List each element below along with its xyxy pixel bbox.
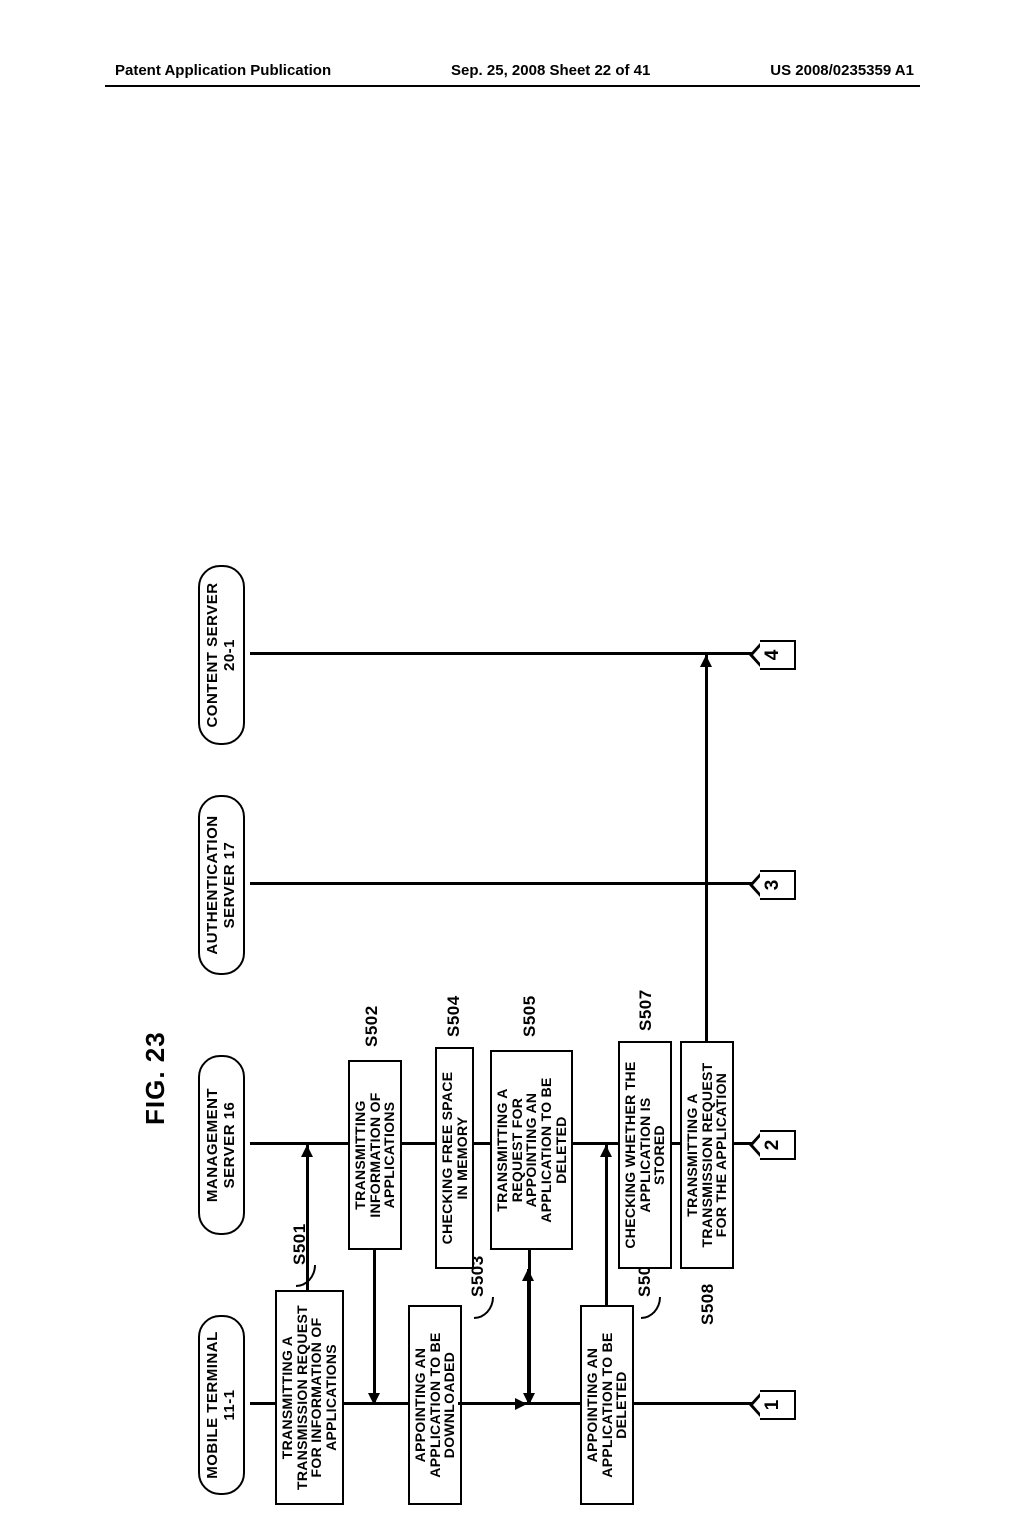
lifeline-content: [250, 653, 760, 656]
figure-label: FIG. 23: [140, 1031, 171, 1125]
lane-header-mgmt: MANAGEMENTSERVER 16: [198, 1055, 245, 1235]
continuation-4: 4: [760, 640, 796, 670]
arrow-S501: [306, 1145, 309, 1290]
lifeline-auth: [250, 883, 760, 886]
step-S505: TRANSMITTING AREQUEST FORAPPOINTING ANAP…: [490, 1050, 573, 1250]
step-label-S504: S504: [444, 995, 464, 1037]
step-label-S507: S507: [636, 989, 656, 1031]
arrow-S508: [705, 655, 708, 1041]
step-label-S508: S508: [698, 1283, 718, 1325]
continuation-3: 3: [760, 870, 796, 900]
step-S504: CHECKING FREE SPACEIN MEMORY: [435, 1047, 474, 1269]
header-center: Sep. 25, 2008 Sheet 22 of 41: [451, 62, 650, 79]
step-S503: APPOINTING ANAPPLICATION TO BEDOWNLOADED: [408, 1305, 462, 1505]
arrow-head-S502: [368, 1393, 380, 1405]
arrow-S505: [528, 1250, 531, 1405]
arrow-head-S501: [301, 1145, 313, 1157]
lane-header-auth: AUTHENTICATIONSERVER 17: [198, 795, 245, 975]
step-S506: APPOINTING ANAPPLICATION TO BEDELETED: [580, 1305, 634, 1505]
label-curve-S503: [474, 1297, 494, 1319]
step-label-S505: S505: [520, 995, 540, 1037]
header-left: Patent Application Publication: [115, 62, 331, 79]
page-header: Patent Application Publication Sep. 25, …: [0, 62, 1024, 79]
step-S507: CHECKING WHETHER THEAPPLICATION ISSTORED: [618, 1041, 672, 1269]
step-S501: TRANSMITTING ATRANSMISSION REQUESTFOR IN…: [275, 1290, 344, 1505]
continuation-2: 2: [760, 1130, 796, 1160]
sequence-diagram: FIG. 23 MOBILE TERMINAL11-1MANAGEMENTSER…: [170, 180, 870, 1190]
step-S502: TRANSMITTINGINFORMATION OFAPPLICATIONS: [348, 1060, 402, 1250]
lane-header-content: CONTENT SERVER20-1: [198, 565, 245, 745]
arrow-head-S508: [700, 655, 712, 667]
label-curve-S506: [641, 1297, 661, 1319]
arrow-head-S506: [600, 1145, 612, 1157]
header-right: US 2008/0235359 A1: [770, 62, 914, 79]
header-rule: [105, 85, 920, 87]
arrow-S502: [373, 1250, 376, 1405]
lane-header-mobile: MOBILE TERMINAL11-1: [198, 1315, 245, 1495]
step-S508: TRANSMITTING ATRANSMISSION REQUESTFOR TH…: [680, 1041, 734, 1269]
arrow-head-S505: [523, 1393, 535, 1405]
arrow-S506: [605, 1145, 608, 1305]
continuation-1: 1: [760, 1390, 796, 1420]
step-label-S502: S502: [362, 1005, 382, 1047]
